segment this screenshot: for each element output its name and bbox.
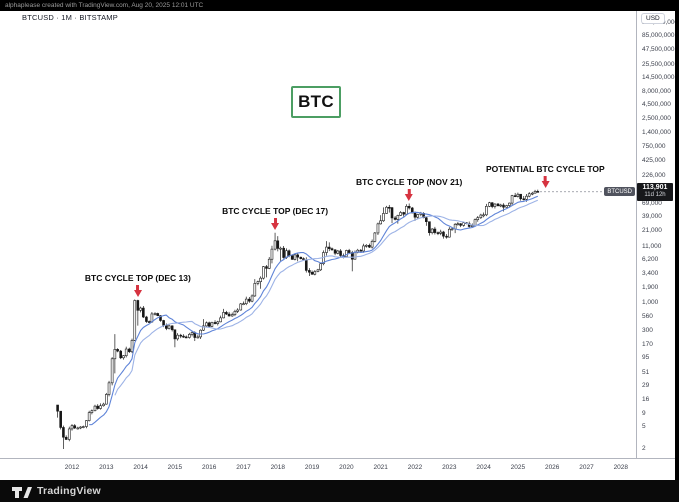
footer-bar: TradingView: [0, 480, 679, 502]
last-price-badge: 113,901 11d 12h: [637, 183, 673, 201]
last-price-value: 113,901: [642, 184, 668, 191]
price-axis-label: 25,500,000: [642, 60, 675, 68]
cycle-top-annotation[interactable]: BTC CYCLE TOP (DEC 17): [222, 206, 328, 230]
cycle-top-annotation[interactable]: POTENTIAL BTC CYCLE TOP: [485, 164, 605, 189]
time-axis-label: 2015: [167, 464, 183, 471]
time-axis-label: 2016: [201, 464, 217, 471]
btc-text-box-label: BTC: [298, 92, 334, 111]
down-arrow-head-icon: [271, 222, 280, 230]
down-arrow-icon: [543, 176, 547, 182]
annotation-label[interactable]: BTC CYCLE TOP (NOV 21): [355, 177, 463, 188]
price-axis-label: 21,000: [642, 227, 662, 235]
down-arrow-icon: [273, 217, 277, 223]
price-axis-label: 4,500,000: [642, 101, 671, 109]
price-axis-label: 2: [642, 445, 646, 452]
price-axis-label: 16: [642, 396, 650, 404]
price-axis-label: 29: [642, 382, 650, 390]
price-axis-label: 300: [642, 327, 653, 335]
time-axis-label: 2020: [339, 464, 354, 471]
time-axis-label: 2017: [236, 464, 251, 471]
price-axis-label: 95: [642, 354, 650, 362]
price-axis-label: 5: [642, 423, 646, 431]
bar-countdown: 11d 12h: [644, 192, 666, 198]
currency-unit-button[interactable]: USD: [641, 13, 665, 24]
time-axis-label: 2019: [304, 464, 320, 471]
time-axis-label: 2014: [133, 464, 148, 471]
annotation-label[interactable]: BTC CYCLE TOP (DEC 13): [84, 272, 191, 283]
time-axis-label: 2018: [270, 464, 286, 471]
price-axis-label: 85,000,000: [642, 32, 675, 40]
price-axis-label: 9: [642, 409, 646, 417]
down-arrow-head-icon: [541, 181, 550, 189]
price-axis-label: 8,000,000: [642, 87, 671, 95]
moving-average-line-12[interactable]: [89, 195, 539, 426]
time-axis-label: 2027: [579, 464, 594, 471]
tradingview-logo-icon[interactable]: [12, 484, 32, 498]
time-axis-label: 2028: [613, 464, 629, 471]
price-scale[interactable]: 150,000,00085,000,00047,500,00025,500,00…: [636, 11, 678, 458]
price-axis-label: 170: [642, 340, 653, 348]
price-axis-label: 425,000: [642, 156, 666, 164]
attribution-bar: alphaplease created with TradingView.com…: [0, 0, 679, 11]
price-axis-label: 6,200: [642, 256, 659, 264]
attribution-text: alphaplease created with TradingView.com…: [5, 2, 204, 9]
time-axis-label: 2021: [373, 464, 388, 471]
annotation-label[interactable]: BTC CYCLE TOP (DEC 17): [222, 205, 329, 216]
price-axis-label: 1,900: [642, 283, 659, 291]
price-axis-label: 750,000: [642, 143, 666, 151]
symbol-price-label-badge: BTCUSD: [604, 187, 635, 196]
price-axis-label: 1,400,000: [642, 128, 671, 136]
price-axis-label: 226,000: [642, 171, 666, 179]
tradingview-brand-text[interactable]: TradingView: [37, 485, 101, 497]
price-axis-label: 69,000: [642, 199, 662, 207]
price-axis-label: 3,400: [642, 270, 659, 278]
time-axis-label: 2026: [544, 464, 560, 471]
time-axis-label: 2024: [476, 464, 491, 471]
btc-text-box[interactable]: BTC: [291, 86, 341, 118]
cycle-top-annotation[interactable]: BTC CYCLE TOP (DEC 13): [85, 273, 191, 297]
price-axis-label: 14,500,000: [642, 73, 675, 81]
cycle-top-annotation[interactable]: BTC CYCLE TOP (NOV 21): [355, 177, 463, 202]
price-axis-label: 39,000: [642, 212, 662, 220]
down-arrow-head-icon: [405, 194, 414, 202]
symbol-title[interactable]: BTCUSD · 1M · BITSTAMP: [22, 13, 118, 22]
time-axis-label: 2013: [99, 464, 114, 471]
down-arrow-icon: [407, 189, 411, 195]
down-arrow-head-icon: [133, 289, 142, 297]
price-axis-label: 560: [642, 312, 653, 320]
annotation-label[interactable]: POTENTIAL BTC CYCLE TOP: [485, 164, 605, 175]
time-axis-label: 2022: [407, 464, 423, 471]
price-axis-label: 1,000: [642, 298, 659, 306]
time-axis-label: 2025: [510, 464, 526, 471]
down-arrow-icon: [136, 284, 140, 290]
time-axis-label: 2023: [442, 464, 457, 471]
price-axis-label: 47,500,000: [642, 45, 675, 53]
price-axis-label: 51: [642, 368, 650, 376]
price-axis-label: 11,000: [642, 242, 662, 250]
price-axis-label: 2,500,000: [642, 115, 671, 123]
window-edge: [675, 0, 679, 502]
moving-average-line-21[interactable]: [114, 199, 539, 396]
time-scale[interactable]: 2012 2013 2014 2015 2016 2017 2018 2019 2020 2021…: [0, 458, 675, 481]
time-axis-label: 2012: [64, 464, 80, 471]
